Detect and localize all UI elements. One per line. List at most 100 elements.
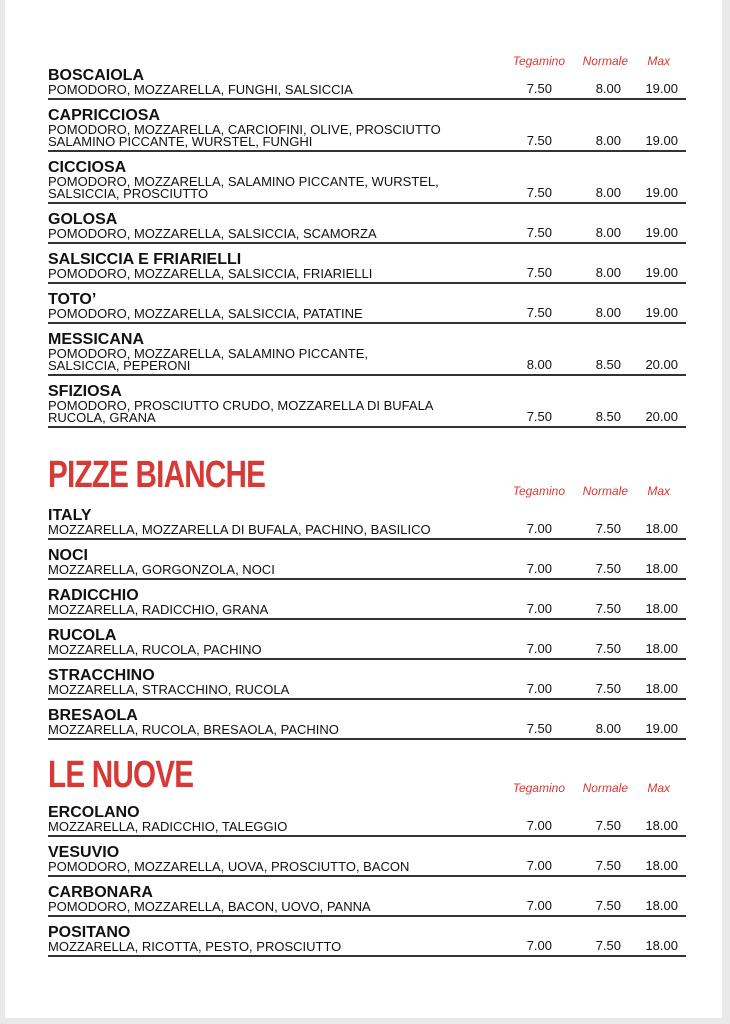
- menu-item: RUCOLA MOZZARELLA, RUCOLA, PACHINO 7.00 7…: [48, 620, 686, 660]
- item-price: 7.00: [526, 818, 552, 833]
- item-name: VESUVIO: [48, 844, 120, 861]
- item-price: 19.00: [645, 265, 678, 280]
- section-header: LE NUOVE Tegamino Normale Max: [48, 740, 686, 797]
- column-header: Max: [647, 54, 670, 68]
- item-price: 18.00: [645, 561, 678, 576]
- item-price: 18.00: [645, 818, 678, 833]
- item-price: 7.00: [526, 601, 552, 616]
- menu-content: Tegamino Normale Max BOSCAIOLA POMODORO, M…: [48, 52, 686, 957]
- item-price: 8.00: [595, 305, 621, 320]
- item-price: 8.00: [595, 133, 621, 148]
- item-price: 8.00: [595, 185, 621, 200]
- item-price: 19.00: [645, 305, 678, 320]
- item-price: 7.50: [526, 409, 552, 424]
- item-price: 19.00: [645, 81, 678, 96]
- section-header: Tegamino Normale Max: [48, 52, 686, 68]
- menu-item: ITALY MOZZARELLA, MOZZARELLA DI BUFALA, …: [48, 500, 686, 540]
- item-price: 7.50: [595, 681, 621, 696]
- item-name: BOSCAIOLA: [48, 67, 144, 84]
- column-header: Tegamino: [512, 484, 565, 498]
- item-ingredients: MOZZARELLA, RADICCHIO, GRANA: [48, 602, 269, 617]
- item-price: 7.50: [595, 521, 621, 536]
- menu-item: CICCIOSA POMODORO, MOZZARELLA, SALAMINO …: [48, 152, 686, 204]
- item-price: 18.00: [645, 641, 678, 656]
- item-ingredients: POMODORO, MOZZARELLA, SALSICCIA, FRIARIE…: [48, 266, 373, 281]
- item-ingredients: MOZZARELLA, RICOTTA, PESTO, PROSCIUTTO: [48, 939, 342, 954]
- item-price: 8.50: [595, 357, 621, 372]
- item-ingredients: POMODORO, MOZZARELLA, SALAMINO PICCANTE,…: [48, 174, 439, 201]
- section-header: PIZZE BIANCHE Tegamino Normale Max: [48, 428, 686, 500]
- item-ingredients: POMODORO, MOZZARELLA, SALAMINO PICCANTE,…: [48, 346, 368, 373]
- item-name: CARBONARA: [48, 884, 153, 901]
- item-price: 7.50: [526, 185, 552, 200]
- item-ingredients: MOZZARELLA, GORGONZOLA, NOCI: [48, 562, 275, 577]
- item-price: 7.50: [595, 601, 621, 616]
- item-ingredients: POMODORO, MOZZARELLA, SALSICCIA, PATATIN…: [48, 306, 363, 321]
- column-header: Normale: [582, 54, 628, 68]
- item-price: 18.00: [645, 681, 678, 696]
- menu-section: Tegamino Normale Max BOSCAIOLA POMODORO, M…: [48, 52, 686, 428]
- item-price: 7.50: [526, 305, 552, 320]
- item-name: SALSICCIA E FRIARIELLI: [48, 251, 242, 268]
- item-price: 19.00: [645, 721, 678, 736]
- item-name: ERCOLANO: [48, 804, 140, 821]
- price-column-headers: Tegamino Normale Max: [486, 484, 686, 498]
- item-price: 7.00: [526, 938, 552, 953]
- item-price: 7.00: [526, 681, 552, 696]
- item-name: CAPRICCIOSA: [48, 107, 161, 124]
- item-price: 8.00: [595, 81, 621, 96]
- menu-item: GOLOSA POMODORO, MOZZARELLA, SALSICCIA, …: [48, 204, 686, 244]
- item-price: 18.00: [645, 938, 678, 953]
- item-price: 18.00: [645, 601, 678, 616]
- menu-item: SFIZIOSA POMODORO, PROSCIUTTO CRUDO, MOZ…: [48, 376, 686, 428]
- column-header: Max: [647, 781, 670, 795]
- item-price: 20.00: [645, 357, 678, 372]
- column-header: Max: [647, 484, 670, 498]
- item-name: RADICCHIO: [48, 587, 139, 604]
- column-header: Tegamino: [512, 54, 565, 68]
- menu-page: Tegamino Normale Max BOSCAIOLA POMODORO, M…: [5, 0, 722, 1018]
- item-name: ITALY: [48, 507, 92, 524]
- item-name: BRESAOLA: [48, 707, 138, 724]
- item-price: 19.00: [645, 185, 678, 200]
- item-price: 8.50: [595, 409, 621, 424]
- item-price: 7.50: [595, 641, 621, 656]
- menu-item: BRESAOLA MOZZARELLA, RUCOLA, BRESAOLA, P…: [48, 700, 686, 740]
- item-price: 18.00: [645, 858, 678, 873]
- column-header: Normale: [582, 484, 628, 498]
- item-ingredients: POMODORO, MOZZARELLA, CARCIOFINI, OLIVE,…: [48, 122, 441, 149]
- menu-item: POSITANO MOZZARELLA, RICOTTA, PESTO, PRO…: [48, 917, 686, 957]
- item-price: 7.00: [526, 898, 552, 913]
- menu-item: BOSCAIOLA POMODORO, MOZZARELLA, FUNGHI, …: [48, 60, 686, 100]
- column-header: Tegamino: [512, 781, 565, 795]
- item-ingredients: POMODORO, MOZZARELLA, SALSICCIA, SCAMORZ…: [48, 226, 377, 241]
- item-ingredients: MOZZARELLA, RUCOLA, PACHINO: [48, 642, 262, 657]
- item-price: 7.50: [526, 721, 552, 736]
- item-price: 7.50: [595, 818, 621, 833]
- item-ingredients: POMODORO, MOZZARELLA, UOVA, PROSCIUTTO, …: [48, 859, 410, 874]
- item-price: 7.50: [526, 265, 552, 280]
- item-name: POSITANO: [48, 924, 131, 941]
- menu-item: ERCOLANO MOZZARELLA, RADICCHIO, TALEGGIO…: [48, 797, 686, 837]
- menu-section: LE NUOVE Tegamino Normale Max ERCOLANO MOZZ…: [48, 740, 686, 957]
- menu-section: PIZZE BIANCHE Tegamino Normale Max ITALY MO…: [48, 428, 686, 740]
- item-price: 7.50: [595, 858, 621, 873]
- section-title: LE NUOVE: [48, 754, 194, 796]
- item-name: SFIZIOSA: [48, 383, 122, 400]
- item-price: 7.50: [595, 898, 621, 913]
- menu-item: VESUVIO POMODORO, MOZZARELLA, UOVA, PROS…: [48, 837, 686, 877]
- item-price: 7.50: [526, 225, 552, 240]
- column-header: Normale: [582, 781, 628, 795]
- item-ingredients: POMODORO, PROSCIUTTO CRUDO, MOZZARELLA D…: [48, 398, 434, 425]
- item-price: 7.00: [526, 521, 552, 536]
- item-name: STRACCHINO: [48, 667, 155, 684]
- menu-item: RADICCHIO MOZZARELLA, RADICCHIO, GRANA 7…: [48, 580, 686, 620]
- item-price: 7.50: [595, 561, 621, 576]
- item-ingredients: MOZZARELLA, RADICCHIO, TALEGGIO: [48, 819, 288, 834]
- item-ingredients: MOZZARELLA, RUCOLA, BRESAOLA, PACHINO: [48, 722, 339, 737]
- item-price: 7.00: [526, 641, 552, 656]
- item-price: 8.00: [595, 225, 621, 240]
- menu-item: NOCI MOZZARELLA, GORGONZOLA, NOCI 7.00 7.…: [48, 540, 686, 580]
- menu-item: SALSICCIA E FRIARIELLI POMODORO, MOZZARE…: [48, 244, 686, 284]
- item-name: GOLOSA: [48, 211, 118, 228]
